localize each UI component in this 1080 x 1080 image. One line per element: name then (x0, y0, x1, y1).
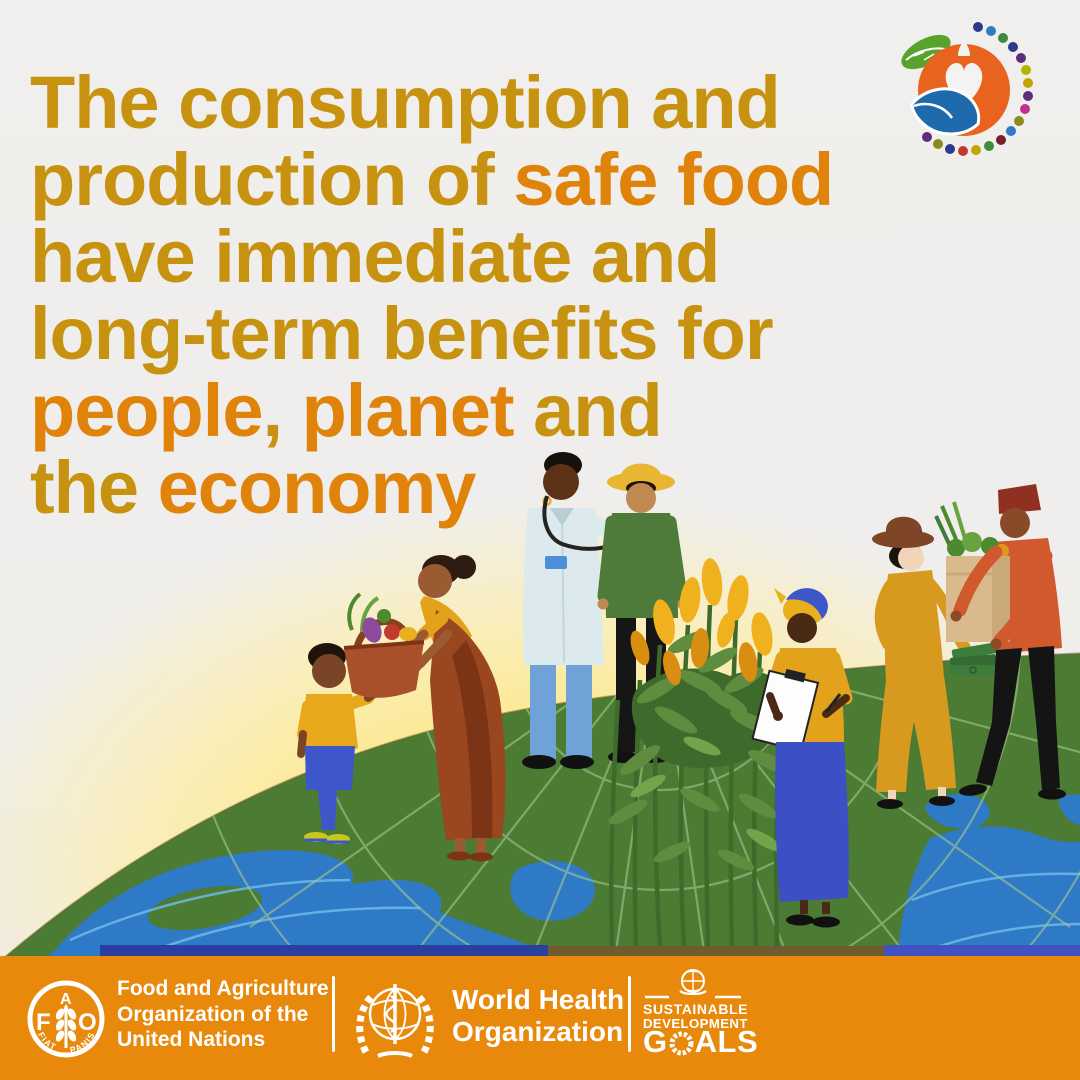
sdg-logo (643, 964, 743, 1007)
sdg-line1: SUSTAINABLE (643, 1001, 749, 1017)
footer-divider (332, 976, 335, 1052)
woman-inspecting-crops-with-clipboard (751, 588, 853, 928)
woman-with-hat (872, 516, 997, 809)
fao-name: Food and Agriculture Organization of the… (117, 977, 329, 1051)
sdg-line2: DEVELOPMENT (643, 1016, 748, 1031)
laurel-right (415, 993, 434, 1054)
footer-divider (628, 976, 631, 1052)
wheat-icon (55, 1004, 77, 1048)
leaf-icon (901, 34, 951, 70)
fao-logo: F O A FIAT PANIS (27, 980, 105, 1058)
headline: The consumption and production of safe f… (30, 60, 834, 529)
mother-with-vegetable-basket (343, 555, 506, 862)
doctor-examining-patient (522, 452, 689, 769)
sdg-goals: G ALS (643, 1024, 758, 1060)
footer-bar: F O A FIAT PANIS (0, 956, 1080, 1080)
laurel-left (356, 993, 375, 1054)
who-logo (356, 984, 434, 1058)
maize-crop-plants (608, 558, 792, 951)
sdg-wheel-icon (669, 1031, 694, 1056)
shoppers-exchanging-groceries-and-money (872, 484, 1066, 809)
globe-bottom-strips (100, 945, 1080, 958)
who-name: World Health Organization (452, 984, 625, 1047)
sdg-goals-g: G (643, 1024, 668, 1059)
vegetable-basket (343, 592, 425, 698)
un-emblem-icon (645, 969, 741, 999)
sdg-goals-als: ALS (694, 1024, 759, 1059)
man-with-cap (934, 484, 1066, 800)
fao-letter-o: O (78, 1009, 97, 1036)
dotted-ring (922, 22, 1033, 156)
fao-letter-a: A (60, 991, 72, 1008)
money-bills (949, 642, 997, 676)
apple-heart-hand-icon (901, 22, 1033, 156)
world-food-safety-day-logo (901, 22, 1033, 156)
fao-letter-f: F (36, 1009, 51, 1036)
